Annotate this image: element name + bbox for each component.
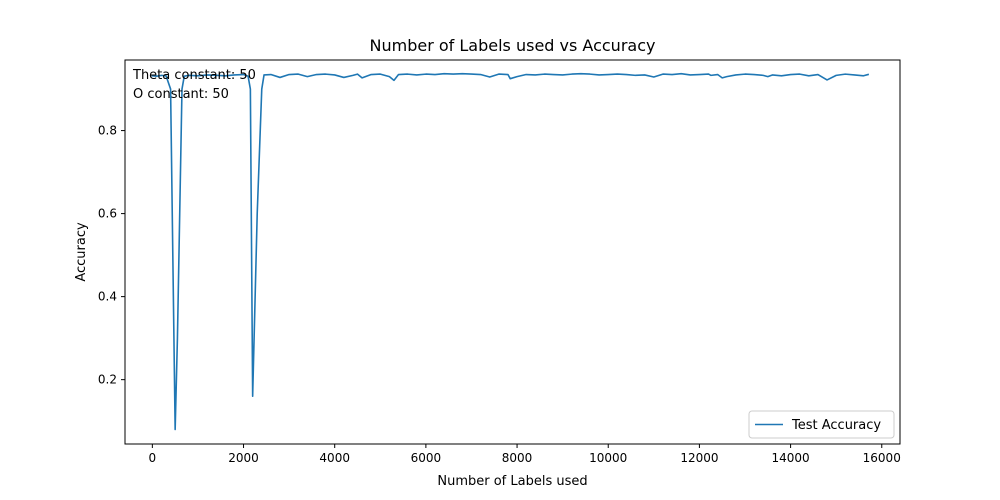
y-tick-label: 0.8	[98, 124, 117, 138]
legend-box	[748, 410, 895, 439]
x-tick-label: 6000	[411, 451, 442, 465]
x-tick-label: 12000	[680, 451, 718, 465]
x-tick-label: 16000	[863, 451, 901, 465]
x-tick-label: 10000	[589, 451, 627, 465]
x-tick-label: 4000	[319, 451, 350, 465]
y-axis-ticks: 0.2 0.4 0.6 0.8	[98, 124, 125, 387]
annotation-theta: Theta constant: 50	[132, 68, 256, 83]
axes-frame	[124, 59, 901, 445]
x-axis-label: Number of Labels used	[437, 474, 587, 489]
x-tick-label: 2000	[228, 451, 259, 465]
y-tick-label: 0.6	[98, 207, 117, 221]
x-tick-label: 0	[149, 451, 157, 465]
chart-title: Number of Labels used vs Accuracy	[370, 36, 656, 55]
y-axis-label: Accuracy	[74, 222, 89, 282]
y-tick-label: 0.4	[98, 290, 117, 304]
legend: Test Accuracy	[748, 410, 895, 439]
annotation-o: O constant: 50	[133, 87, 229, 102]
x-axis-ticks: 0 2000 4000 6000 8000 10000 12000 14000 16000	[149, 444, 901, 465]
series-line-test-accuracy	[151, 72, 870, 431]
y-tick-label: 0.2	[98, 373, 117, 387]
legend-label-test-accuracy: Test Accuracy	[791, 418, 881, 433]
x-tick-label: 14000	[771, 451, 809, 465]
x-tick-label: 8000	[502, 451, 533, 465]
plot-area	[151, 72, 870, 431]
